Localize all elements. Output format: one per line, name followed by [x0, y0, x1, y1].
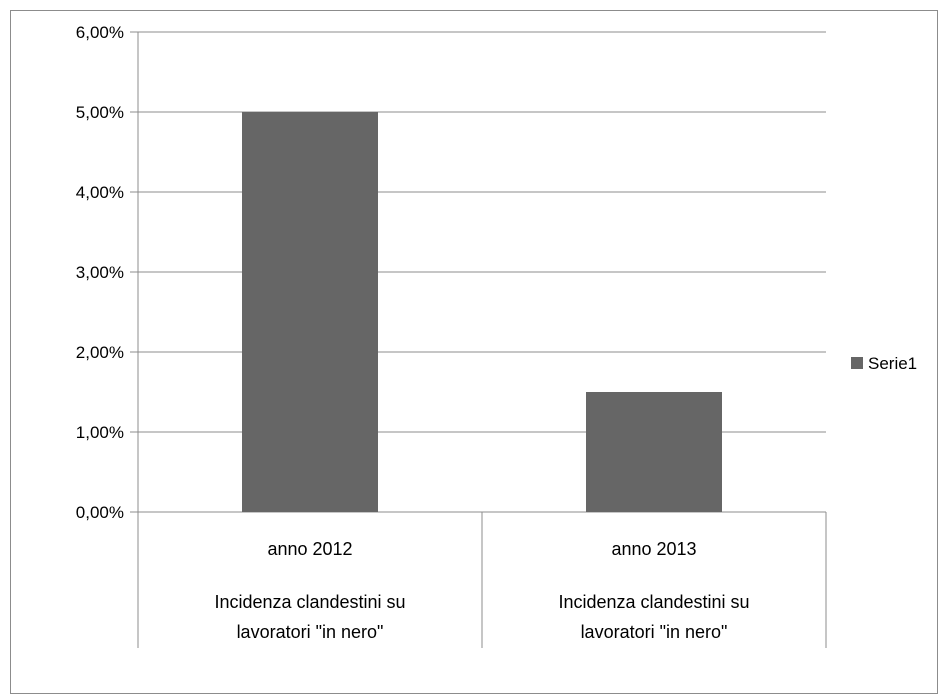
y-tick-labels: 0,00% 1,00% 2,00% 3,00% 4,00% 5,00% 6,00% — [76, 23, 124, 522]
y-tick-label: 1,00% — [76, 423, 124, 442]
bar-1 — [242, 112, 378, 512]
axes — [130, 31, 827, 648]
y-tick-label: 2,00% — [76, 343, 124, 362]
x-category-label: Incidenza clandestini su — [214, 592, 405, 612]
x-category-label: lavoratori "in nero" — [581, 622, 728, 642]
y-tick-label: 0,00% — [76, 503, 124, 522]
x-category-label: Incidenza clandestini su — [558, 592, 749, 612]
gridlines — [138, 31, 826, 433]
x-category-labels: anno 2012 Incidenza clandestini su lavorat… — [214, 539, 749, 642]
y-tick-label: 5,00% — [76, 103, 124, 122]
legend: Serie1 — [851, 354, 917, 373]
y-tick-label: 3,00% — [76, 263, 124, 282]
x-category-label: anno 2013 — [611, 539, 696, 559]
legend-label: Serie1 — [868, 354, 917, 373]
bars — [242, 112, 722, 512]
y-tick-label: 6,00% — [76, 23, 124, 42]
x-category-label: lavoratori "in nero" — [237, 622, 384, 642]
y-tick-label: 4,00% — [76, 183, 124, 202]
x-category-label: anno 2012 — [267, 539, 352, 559]
bar-2 — [586, 392, 722, 512]
legend-swatch — [851, 357, 863, 369]
